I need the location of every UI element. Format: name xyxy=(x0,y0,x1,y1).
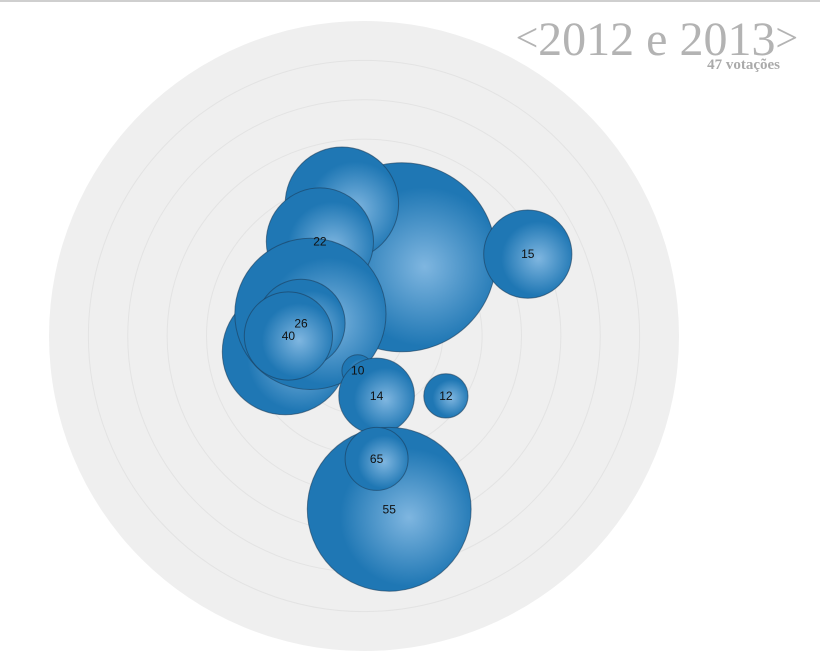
previous-period-button[interactable]: < xyxy=(515,15,539,60)
year-joiner: e xyxy=(646,13,668,66)
bubble-label-b-15: 15 xyxy=(521,247,535,261)
bubble-b-65[interactable] xyxy=(344,426,409,491)
bubble-label-b-65: 65 xyxy=(370,452,384,466)
year-start: 2012 xyxy=(538,13,635,66)
bubble-label-b-14: 14 xyxy=(370,389,384,403)
bubble-b-15[interactable] xyxy=(483,209,573,299)
bubble-label-b-40: 40 xyxy=(282,329,296,343)
bubble-label-b-55: 55 xyxy=(383,502,397,516)
bubble-b-40[interactable] xyxy=(243,291,333,381)
next-period-button[interactable]: > xyxy=(775,15,798,60)
bubble-b-12[interactable] xyxy=(423,373,469,419)
bubble-label-b-26: 26 xyxy=(294,316,308,330)
vote-count: 47 votações xyxy=(707,57,780,73)
grid-ring xyxy=(87,59,641,613)
bubble-label-b-22: 22 xyxy=(313,235,327,249)
period-selector: <2012 e 2013> xyxy=(516,10,798,68)
bubble-label-b-10: 10 xyxy=(351,364,365,378)
year-end: 2013 xyxy=(679,13,776,66)
bubble-label-b-12: 12 xyxy=(439,389,453,403)
top-rule xyxy=(0,0,820,2)
